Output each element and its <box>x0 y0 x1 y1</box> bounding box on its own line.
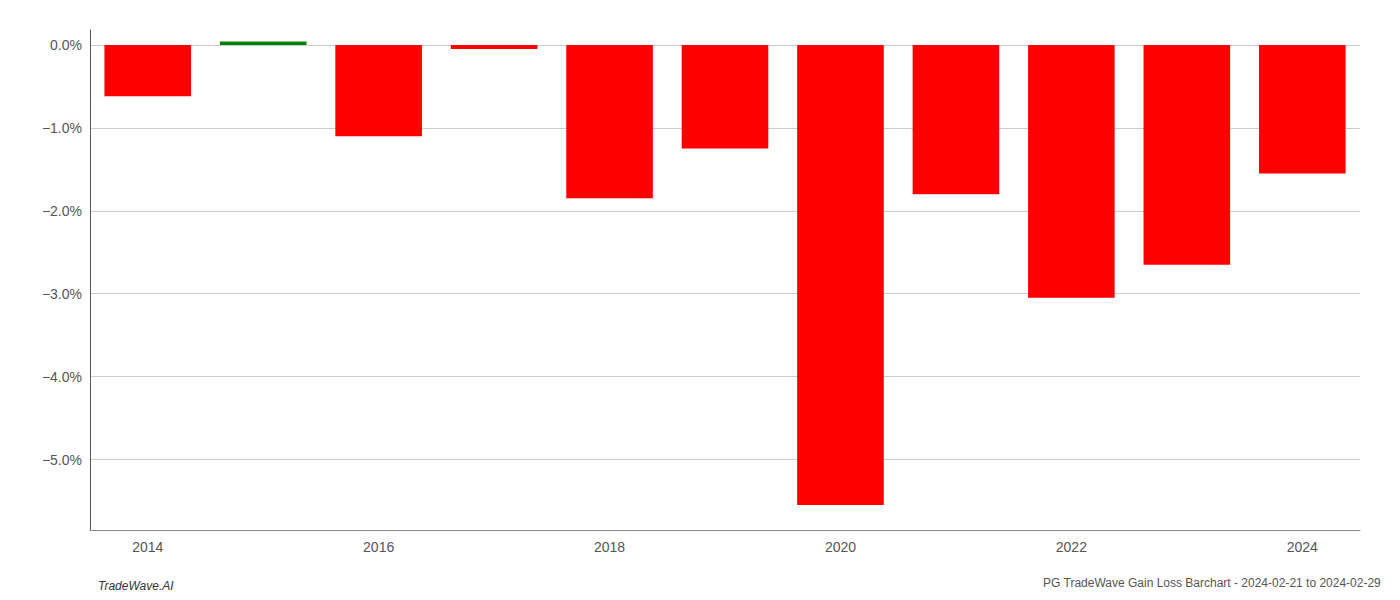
svg-text:−4.0%: −4.0% <box>42 369 82 385</box>
svg-text:2016: 2016 <box>363 539 394 555</box>
svg-text:2020: 2020 <box>825 539 856 555</box>
svg-text:2024: 2024 <box>1287 539 1318 555</box>
svg-text:2018: 2018 <box>594 539 625 555</box>
svg-text:−5.0%: −5.0% <box>42 452 82 468</box>
svg-text:2014: 2014 <box>132 539 163 555</box>
svg-text:TradeWave.AI: TradeWave.AI <box>98 579 174 593</box>
svg-text:−2.0%: −2.0% <box>42 203 82 219</box>
svg-text:−1.0%: −1.0% <box>42 120 82 136</box>
svg-text:−3.0%: −3.0% <box>42 286 82 302</box>
svg-text:2022: 2022 <box>1056 539 1087 555</box>
svg-text:PG TradeWave Gain Loss Barchar: PG TradeWave Gain Loss Barchart - 2024-0… <box>1043 576 1381 590</box>
svg-text:0.0%: 0.0% <box>50 37 82 53</box>
